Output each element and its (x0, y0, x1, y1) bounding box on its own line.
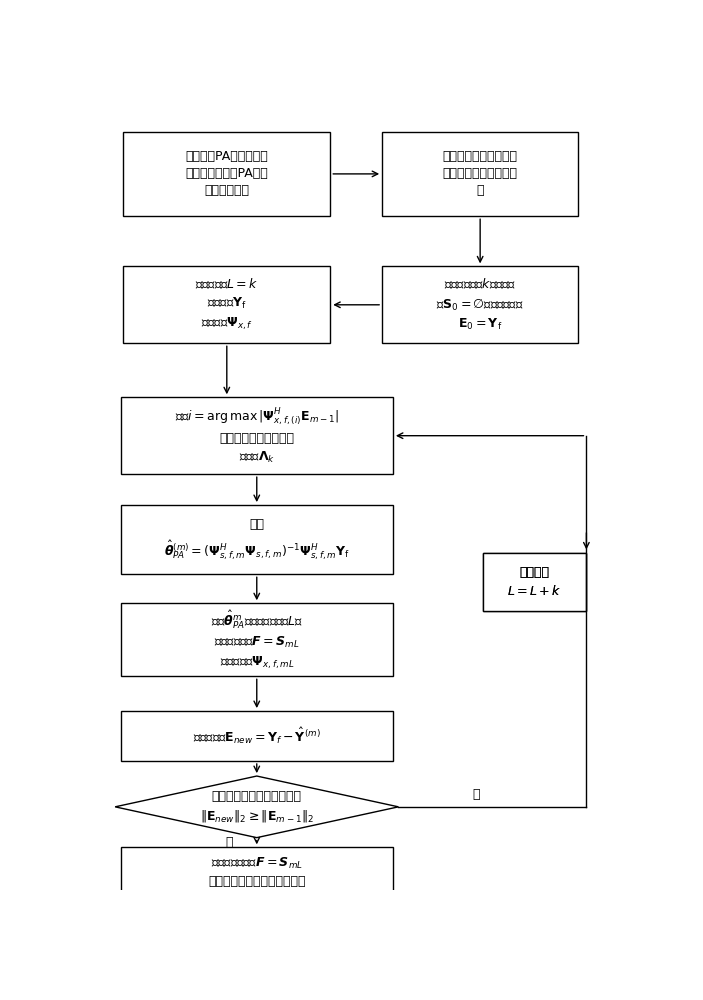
FancyBboxPatch shape (121, 397, 393, 474)
Text: 更新步长
$L=L+k$: 更新步长 $L=L+k$ (508, 566, 562, 598)
Text: 判断滤波残差上限是否满足
$\|\mathbf{E}_{new}\|_2\geq\|\mathbf{E}_{m-1}\|_2$: 判断滤波残差上限是否满足 $\|\mathbf{E}_{new}\|_2\geq… (200, 790, 314, 824)
FancyBboxPatch shape (121, 711, 393, 761)
Text: 输出最终支撑集$\boldsymbol{F}=\boldsymbol{S}_{mL}$
输出重构所得系数参数估计值: 输出最终支撑集$\boldsymbol{F}=\boldsymbol{S}_{m… (208, 856, 306, 888)
Text: 否: 否 (226, 836, 233, 849)
Text: 求解
$\hat{\boldsymbol{\theta}}^{(m)}_{PA}=(\mathbf{\Psi}^H_{s,f,m}\mathbf{\Psi}_{: 求解 $\hat{\boldsymbol{\theta}}^{(m)}_{PA}… (164, 518, 350, 562)
FancyBboxPatch shape (382, 132, 578, 216)
FancyBboxPatch shape (123, 132, 330, 216)
Text: 计算$i = \mathrm{arg\,max}\,|\mathbf{\Psi}^{H}_{x,f,(i)}\mathbf{E}_{m-1}|$
找出最匹配的原: 计算$i = \mathrm{arg\,max}\,|\mathbf{\Psi}… (175, 407, 339, 465)
FancyBboxPatch shape (483, 553, 586, 611)
FancyBboxPatch shape (121, 847, 393, 897)
Text: 是: 是 (472, 788, 480, 801)
FancyBboxPatch shape (483, 553, 586, 611)
Text: 更新步长
$L=L+k$: 更新步长 $L=L+k$ (508, 566, 562, 598)
Text: 求滤波残差$\mathbf{E}_{new}=\mathbf{Y}_f-\hat{\mathbf{Y}}^{(m)}$: 求滤波残差$\mathbf{E}_{new}=\mathbf{Y}_f-\hat… (193, 726, 321, 746)
Text: 获得频域中陷波处理后
的输出信号和滤波基函
数: 获得频域中陷波处理后 的输出信号和滤波基函 数 (443, 150, 517, 197)
Text: 迭代稀疏度$L = k$
观测向量$\mathbf{Y}_\mathrm{f}$
感知矩阵$\mathbf{\Psi}_{x,f}$: 迭代稀疏度$L = k$ 观测向量$\mathbf{Y}_\mathrm{f}$… (195, 277, 259, 332)
FancyBboxPatch shape (123, 266, 330, 343)
FancyBboxPatch shape (121, 505, 393, 574)
Text: 初始化稀疏度$k$、支撑集
集$\mathbf{S}_0 = \varnothing$，初始化残差
$\mathbf{E}_0=\mathbf{Y}_\math: 初始化稀疏度$k$、支撑集 集$\mathbf{S}_0 = \varnothi… (437, 277, 524, 332)
Text: 获得通过PA行为模型输
出的信号和用于PA模型
辨识感知矩阵: 获得通过PA行为模型输 出的信号和用于PA模型 辨识感知矩阵 (186, 150, 268, 197)
Text: 选择$\hat{\boldsymbol{\theta}}^m_{PA}$中绝对值最大的$L$项
更新采样矩阵$\boldsymbol{F}=\boldsymbo: 选择$\hat{\boldsymbol{\theta}}^m_{PA}$中绝对值… (211, 608, 303, 671)
FancyBboxPatch shape (382, 266, 578, 343)
FancyBboxPatch shape (121, 603, 393, 676)
